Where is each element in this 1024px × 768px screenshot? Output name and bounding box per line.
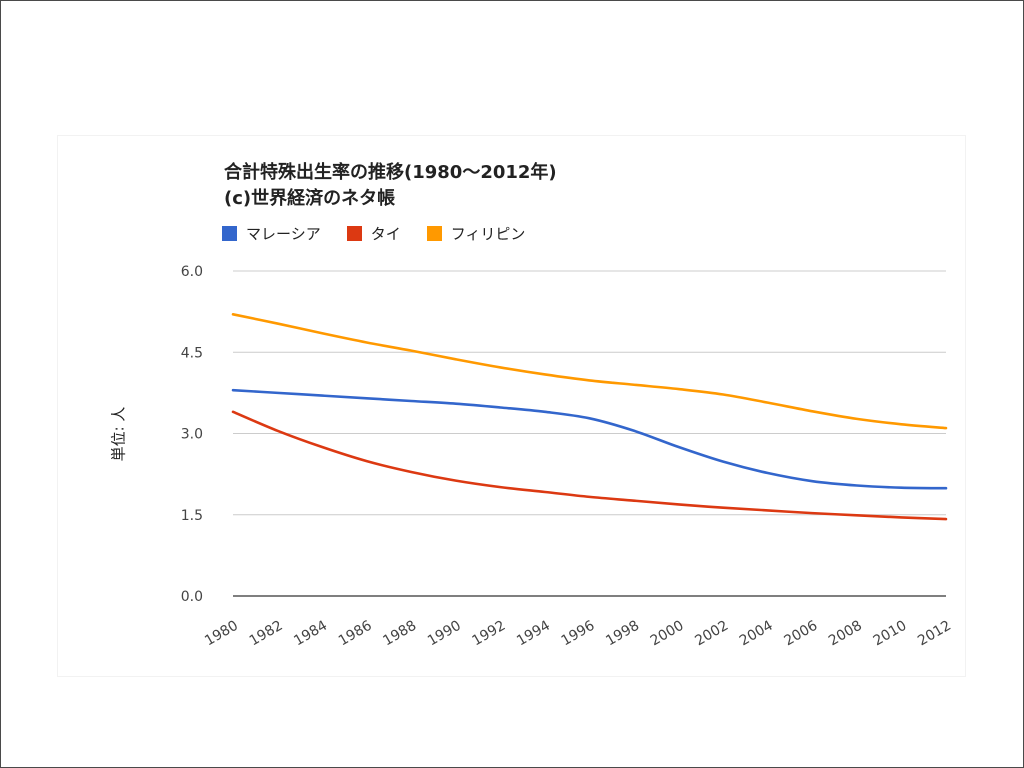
chart-title: 合計特殊出生率の推移(1980～2012年) (c)世界経済のネタ帳 <box>224 160 557 212</box>
x-tick-label: 1984 <box>291 618 330 650</box>
x-tick-label: 1998 <box>603 618 642 650</box>
x-tick-label: 2002 <box>692 618 731 650</box>
x-tick-label: 2006 <box>781 618 820 650</box>
chart-title-line-1: 合計特殊出生率の推移(1980～2012年) <box>224 162 557 183</box>
y-tick-label: 6.0 <box>181 264 203 280</box>
legend-item-thailand: タイ <box>346 223 401 244</box>
legend-swatch-thailand <box>346 225 362 241</box>
x-tick-label: 2004 <box>737 618 776 650</box>
legend-item-malaysia: マレーシア <box>222 223 321 244</box>
y-tick-label: 1.5 <box>181 508 203 524</box>
chart-legend: マレーシア タイ フィリピン <box>222 222 525 244</box>
x-tick-label: 2000 <box>648 618 687 650</box>
series-line-philippines <box>231 313 948 430</box>
y-tick-label: 3.0 <box>181 427 203 443</box>
legend-item-philippines: フィリピン <box>426 223 526 244</box>
x-tick-label: 2008 <box>826 618 865 650</box>
x-tick-label: 2010 <box>871 618 910 650</box>
y-tick-label: 0.0 <box>181 589 203 605</box>
chart-title-line-2: (c)世界経済のネタ帳 <box>224 188 396 209</box>
x-tick-label: 1988 <box>380 618 419 650</box>
legend-label-malaysia: マレーシア <box>246 224 321 243</box>
x-tick-label: 1982 <box>247 618 286 650</box>
x-tick-label: 1986 <box>336 618 375 650</box>
x-tick-label: 1980 <box>202 618 241 650</box>
x-tick-label: 1990 <box>425 618 464 650</box>
y-tick-label: 4.5 <box>181 345 203 361</box>
legend-swatch-malaysia <box>222 225 237 241</box>
x-tick-label: 1994 <box>514 618 553 650</box>
x-tick-label: 2012 <box>915 618 954 650</box>
x-tick-label: 1996 <box>559 618 598 650</box>
legend-swatch-philippines <box>426 225 442 241</box>
x-tick-label: 1992 <box>470 618 509 650</box>
legend-label-thailand: タイ <box>370 224 401 243</box>
chart-panel <box>58 136 965 676</box>
series-line-thailand <box>231 410 948 521</box>
legend-label-philippines: フィリピン <box>450 224 526 243</box>
series-line-malaysia <box>231 388 948 490</box>
